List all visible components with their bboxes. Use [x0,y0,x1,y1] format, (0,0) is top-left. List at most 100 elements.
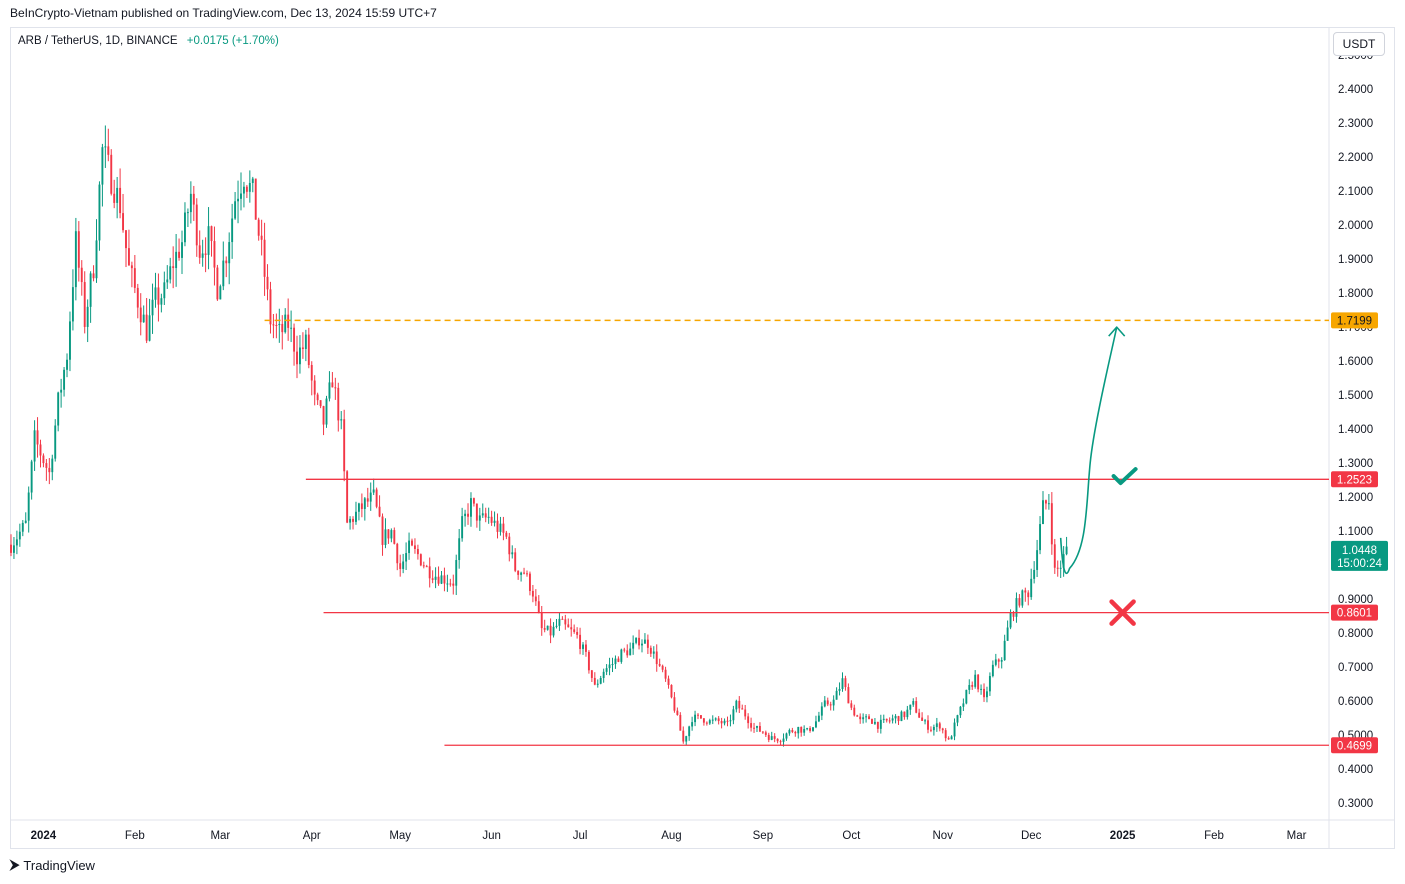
y-tick-label: 1.9000 [1338,254,1373,266]
candle-up [493,520,496,523]
level-price-label: 0.4699 [1337,740,1372,752]
candle-down [570,627,573,630]
projection-arrow[interactable] [1059,326,1118,575]
candle-down [537,601,540,613]
candle-down [263,239,266,277]
publish-info: BeInCrypto-Vietnam published on TradingV… [10,6,437,20]
candle-down [293,327,296,352]
candle-down [626,650,629,656]
candle-down [929,729,932,731]
candle-up [104,146,107,148]
candle-up [237,198,239,202]
candle-down [272,324,275,326]
candle-up [405,553,408,562]
candle-up [605,668,608,672]
candle-down [764,732,767,735]
candle-down [528,573,531,591]
candle-up [694,714,697,723]
candle-up [1047,503,1050,505]
candle-up [823,700,826,707]
candle-up [691,722,694,727]
candle-down [847,687,850,704]
x-tick-label: Feb [1204,830,1224,842]
candle-up [328,382,331,399]
candle-up [546,625,549,630]
y-tick-label: 2.4000 [1338,84,1373,96]
x-tick-label: 2024 [31,830,57,842]
candle-up [160,298,163,305]
candle-down [92,273,95,279]
candle-up [98,184,101,241]
candle-up [74,231,77,288]
candle-down [269,289,272,325]
candle-down [484,513,487,518]
candle-down [983,688,985,698]
candle-up [372,489,375,493]
candle-up [242,186,245,194]
candle-down [646,639,649,648]
x-tick-label: Mar [1287,830,1307,842]
candle-down [921,717,924,721]
candle-down [157,287,160,305]
candle-up [184,212,186,243]
candle-down [449,583,452,585]
candle-down [741,708,744,710]
candle-down [747,716,750,724]
candle-down [133,268,136,288]
candle-up [369,492,372,502]
check-mark-icon [1111,467,1138,486]
candle-down [393,530,396,544]
currency-button[interactable]: USDT [1333,32,1385,56]
candle-up [278,323,281,326]
candle-up [175,251,178,269]
tradingview-brand[interactable]: ⮞ TradingView [10,857,95,873]
level-price-label: 1.7199 [1337,315,1372,327]
candle-down [378,506,381,517]
candle-down [352,518,354,522]
candle-up [101,147,104,185]
candle-down [585,644,587,652]
candle-up [558,618,561,626]
candle-up [219,286,222,300]
candle-down [260,235,263,240]
candle-up [959,706,962,716]
symbol-label: ARB / TetherUS, 1D, BINANCE [18,35,178,47]
candle-down [903,711,906,718]
candle-up [956,715,959,723]
candle-up [900,711,903,722]
y-tick-label: 0.9000 [1338,594,1373,606]
candle-up [384,529,387,545]
candle-up [207,226,210,255]
x-tick-label: Sep [753,830,773,842]
candle-up [820,706,823,716]
candle-up [66,359,68,370]
candle-up [27,492,30,521]
candle-up [873,721,876,724]
candle-down [534,596,537,602]
candle-down [502,523,505,533]
candle-up [555,625,558,627]
candle-down [254,178,257,220]
candle-up [962,703,965,707]
candle-down [1053,544,1056,568]
candle-up [953,722,956,737]
candle-up [57,392,60,426]
candle-down [195,204,198,246]
candle-up [841,678,844,689]
candle-up [284,314,287,333]
candle-down [110,154,113,194]
x-tick-label: Nov [933,830,954,842]
candle-up [357,503,360,512]
candle-down [593,677,596,685]
candle-up [290,327,293,329]
candle-up [894,716,897,719]
candle-down [322,406,325,425]
candle-down [10,544,12,553]
candle-up [181,242,183,258]
candle-down [45,463,48,468]
candle-down [198,245,201,258]
candle-down [576,631,579,635]
candle-up [12,545,15,553]
candle-up [814,721,817,728]
